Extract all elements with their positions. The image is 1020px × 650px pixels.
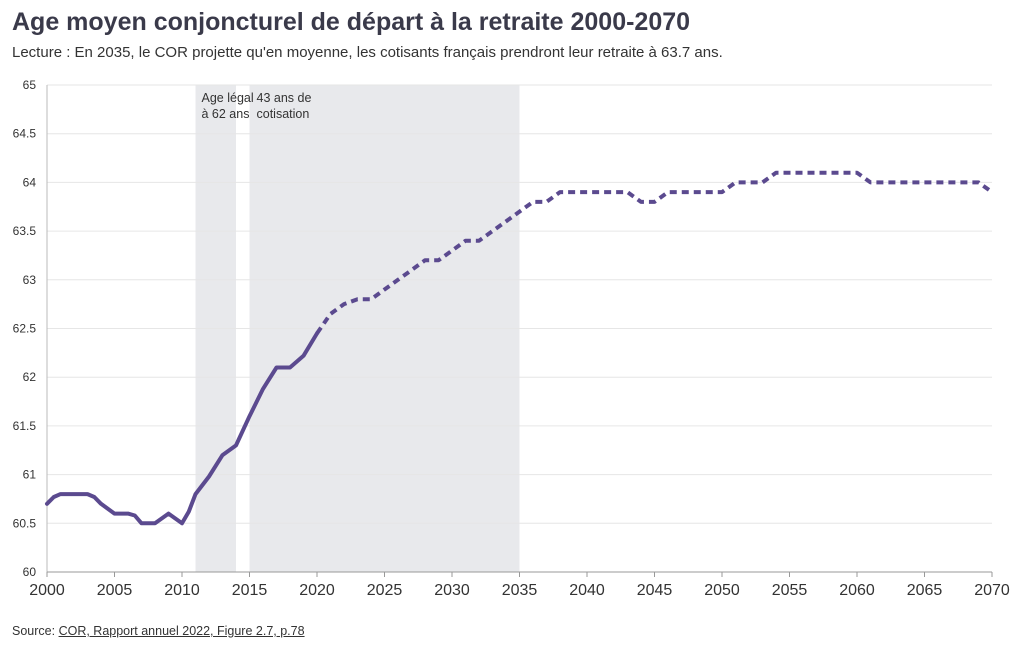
y-tick-label: 64.5	[13, 127, 37, 141]
y-tick-label: 62.5	[13, 322, 37, 336]
x-tick-label: 2060	[839, 582, 875, 599]
x-tick-label: 2070	[974, 582, 1010, 599]
source-link[interactable]: COR, Rapport annuel 2022, Figure 2.7, p.…	[58, 624, 305, 638]
y-tick-label: 64	[23, 175, 37, 189]
x-tick-label: 2015	[232, 582, 268, 599]
band-label: Age légal	[202, 91, 254, 105]
x-tick-label: 2035	[502, 582, 538, 599]
source-note: Source: COR, Rapport annuel 2022, Figure…	[12, 624, 305, 638]
x-tick-label: 2030	[434, 582, 470, 599]
chart-subtitle: Lecture : En 2035, le COR projette qu'en…	[12, 44, 723, 61]
x-tick-label: 2010	[164, 582, 200, 599]
y-tick-label: 60.5	[13, 516, 37, 530]
x-tick-label: 2065	[907, 582, 943, 599]
source-label: Source:	[12, 624, 59, 638]
y-tick-label: 65	[23, 78, 37, 92]
y-tick-label: 61	[23, 468, 37, 482]
x-tick-label: 2040	[569, 582, 605, 599]
y-tick-label: 63.5	[13, 224, 37, 238]
x-tick-label: 2055	[772, 582, 808, 599]
series-line-solid	[45, 331, 319, 526]
band-label: à 62 ans	[202, 107, 250, 121]
x-tick-label: 2045	[637, 582, 673, 599]
band-label: 43 ans de	[257, 91, 312, 105]
y-tick-label: 60	[23, 565, 37, 579]
x-tick-label: 2025	[367, 582, 403, 599]
x-tick-label: 2050	[704, 582, 740, 599]
chart-title: Age moyen conjoncturel de départ à la re…	[12, 8, 691, 36]
y-tick-label: 61.5	[13, 419, 37, 433]
y-tick-label: 62	[23, 370, 37, 384]
series-line-dashed	[315, 170, 994, 335]
band-label: cotisation	[257, 107, 310, 121]
x-tick-label: 2000	[29, 582, 65, 599]
x-tick-label: 2005	[97, 582, 133, 599]
y-tick-label: 63	[23, 273, 37, 287]
x-tick-label: 2020	[299, 582, 335, 599]
